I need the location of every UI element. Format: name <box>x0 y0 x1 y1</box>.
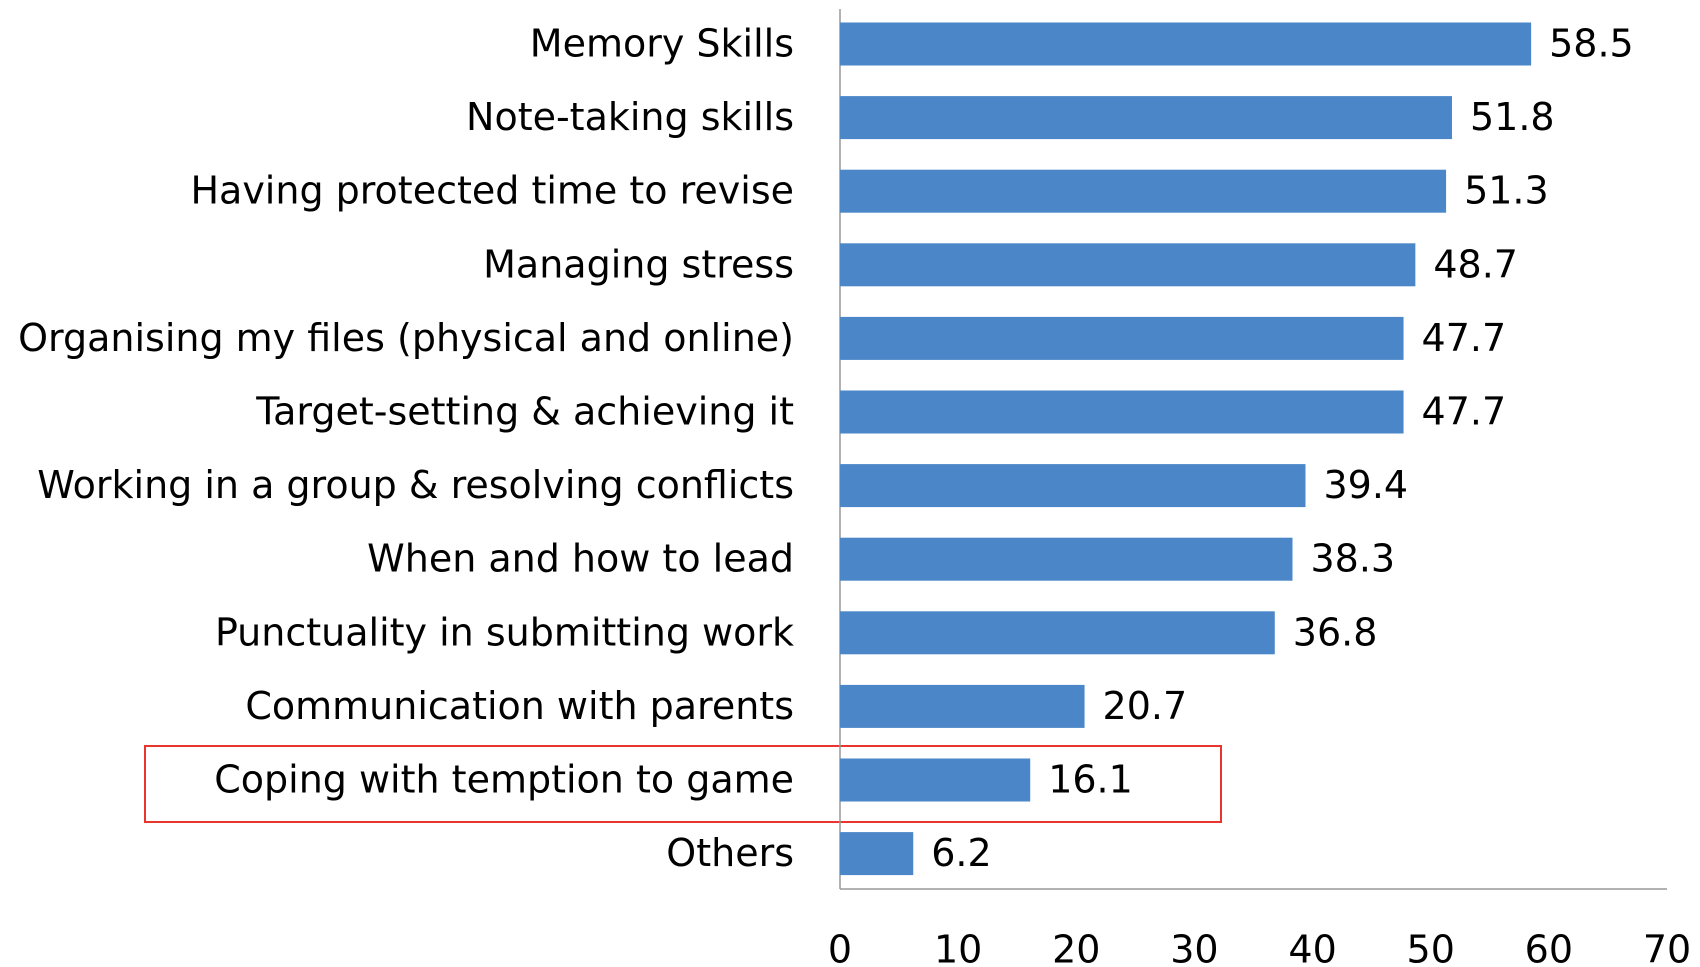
y-tick-label: Managing stress <box>483 242 794 286</box>
bar <box>840 758 1031 802</box>
bar <box>840 96 1452 140</box>
x-tick-label: 70 <box>1643 928 1691 967</box>
x-tick-label: 60 <box>1525 928 1573 967</box>
value-label: 16.1 <box>1048 758 1133 802</box>
x-tick-label: 10 <box>934 928 982 967</box>
bar <box>840 464 1306 508</box>
value-label: 36.8 <box>1293 610 1378 654</box>
bar <box>840 537 1293 581</box>
y-tick-label: Working in a group & resolving conflicts <box>37 463 794 507</box>
value-label: 51.3 <box>1464 169 1549 213</box>
y-tick-label: Others <box>666 831 794 875</box>
y-tick-label: Target-setting & achieving it <box>255 390 794 434</box>
x-tick-label: 30 <box>1170 928 1218 967</box>
bar <box>840 611 1275 655</box>
y-tick-label: Memory Skills <box>530 22 794 66</box>
y-tick-label: Punctuality in submitting work <box>215 610 794 654</box>
value-label: 48.7 <box>1433 242 1518 286</box>
value-label: 47.7 <box>1422 390 1507 434</box>
bar <box>840 390 1404 434</box>
value-label: 6.2 <box>931 831 991 875</box>
bar <box>840 316 1404 360</box>
x-tick-label: 0 <box>828 928 852 967</box>
bar <box>840 684 1085 728</box>
x-tick-label: 50 <box>1407 928 1455 967</box>
x-tick-label: 20 <box>1052 928 1100 967</box>
x-tick-label: 40 <box>1288 928 1336 967</box>
value-label: 47.7 <box>1422 316 1507 360</box>
y-tick-label: When and how to lead <box>367 537 794 581</box>
y-tick-label: Note-taking skills <box>466 95 794 139</box>
bar <box>840 243 1416 287</box>
value-label: 58.5 <box>1549 22 1634 66</box>
y-tick-label: Organising my files (physical and online… <box>18 316 794 360</box>
value-label: 20.7 <box>1103 684 1188 728</box>
bar <box>840 169 1447 213</box>
highlight-box <box>144 745 1222 823</box>
y-tick-label: Having protected time to revise <box>190 169 794 213</box>
y-tick-label: Communication with parents <box>245 684 794 728</box>
value-label: 39.4 <box>1323 463 1408 507</box>
bar <box>840 22 1532 66</box>
y-tick-label: Coping with temption to game <box>214 758 794 802</box>
value-label: 51.8 <box>1470 95 1555 139</box>
value-label: 38.3 <box>1310 537 1395 581</box>
bar <box>840 832 914 876</box>
